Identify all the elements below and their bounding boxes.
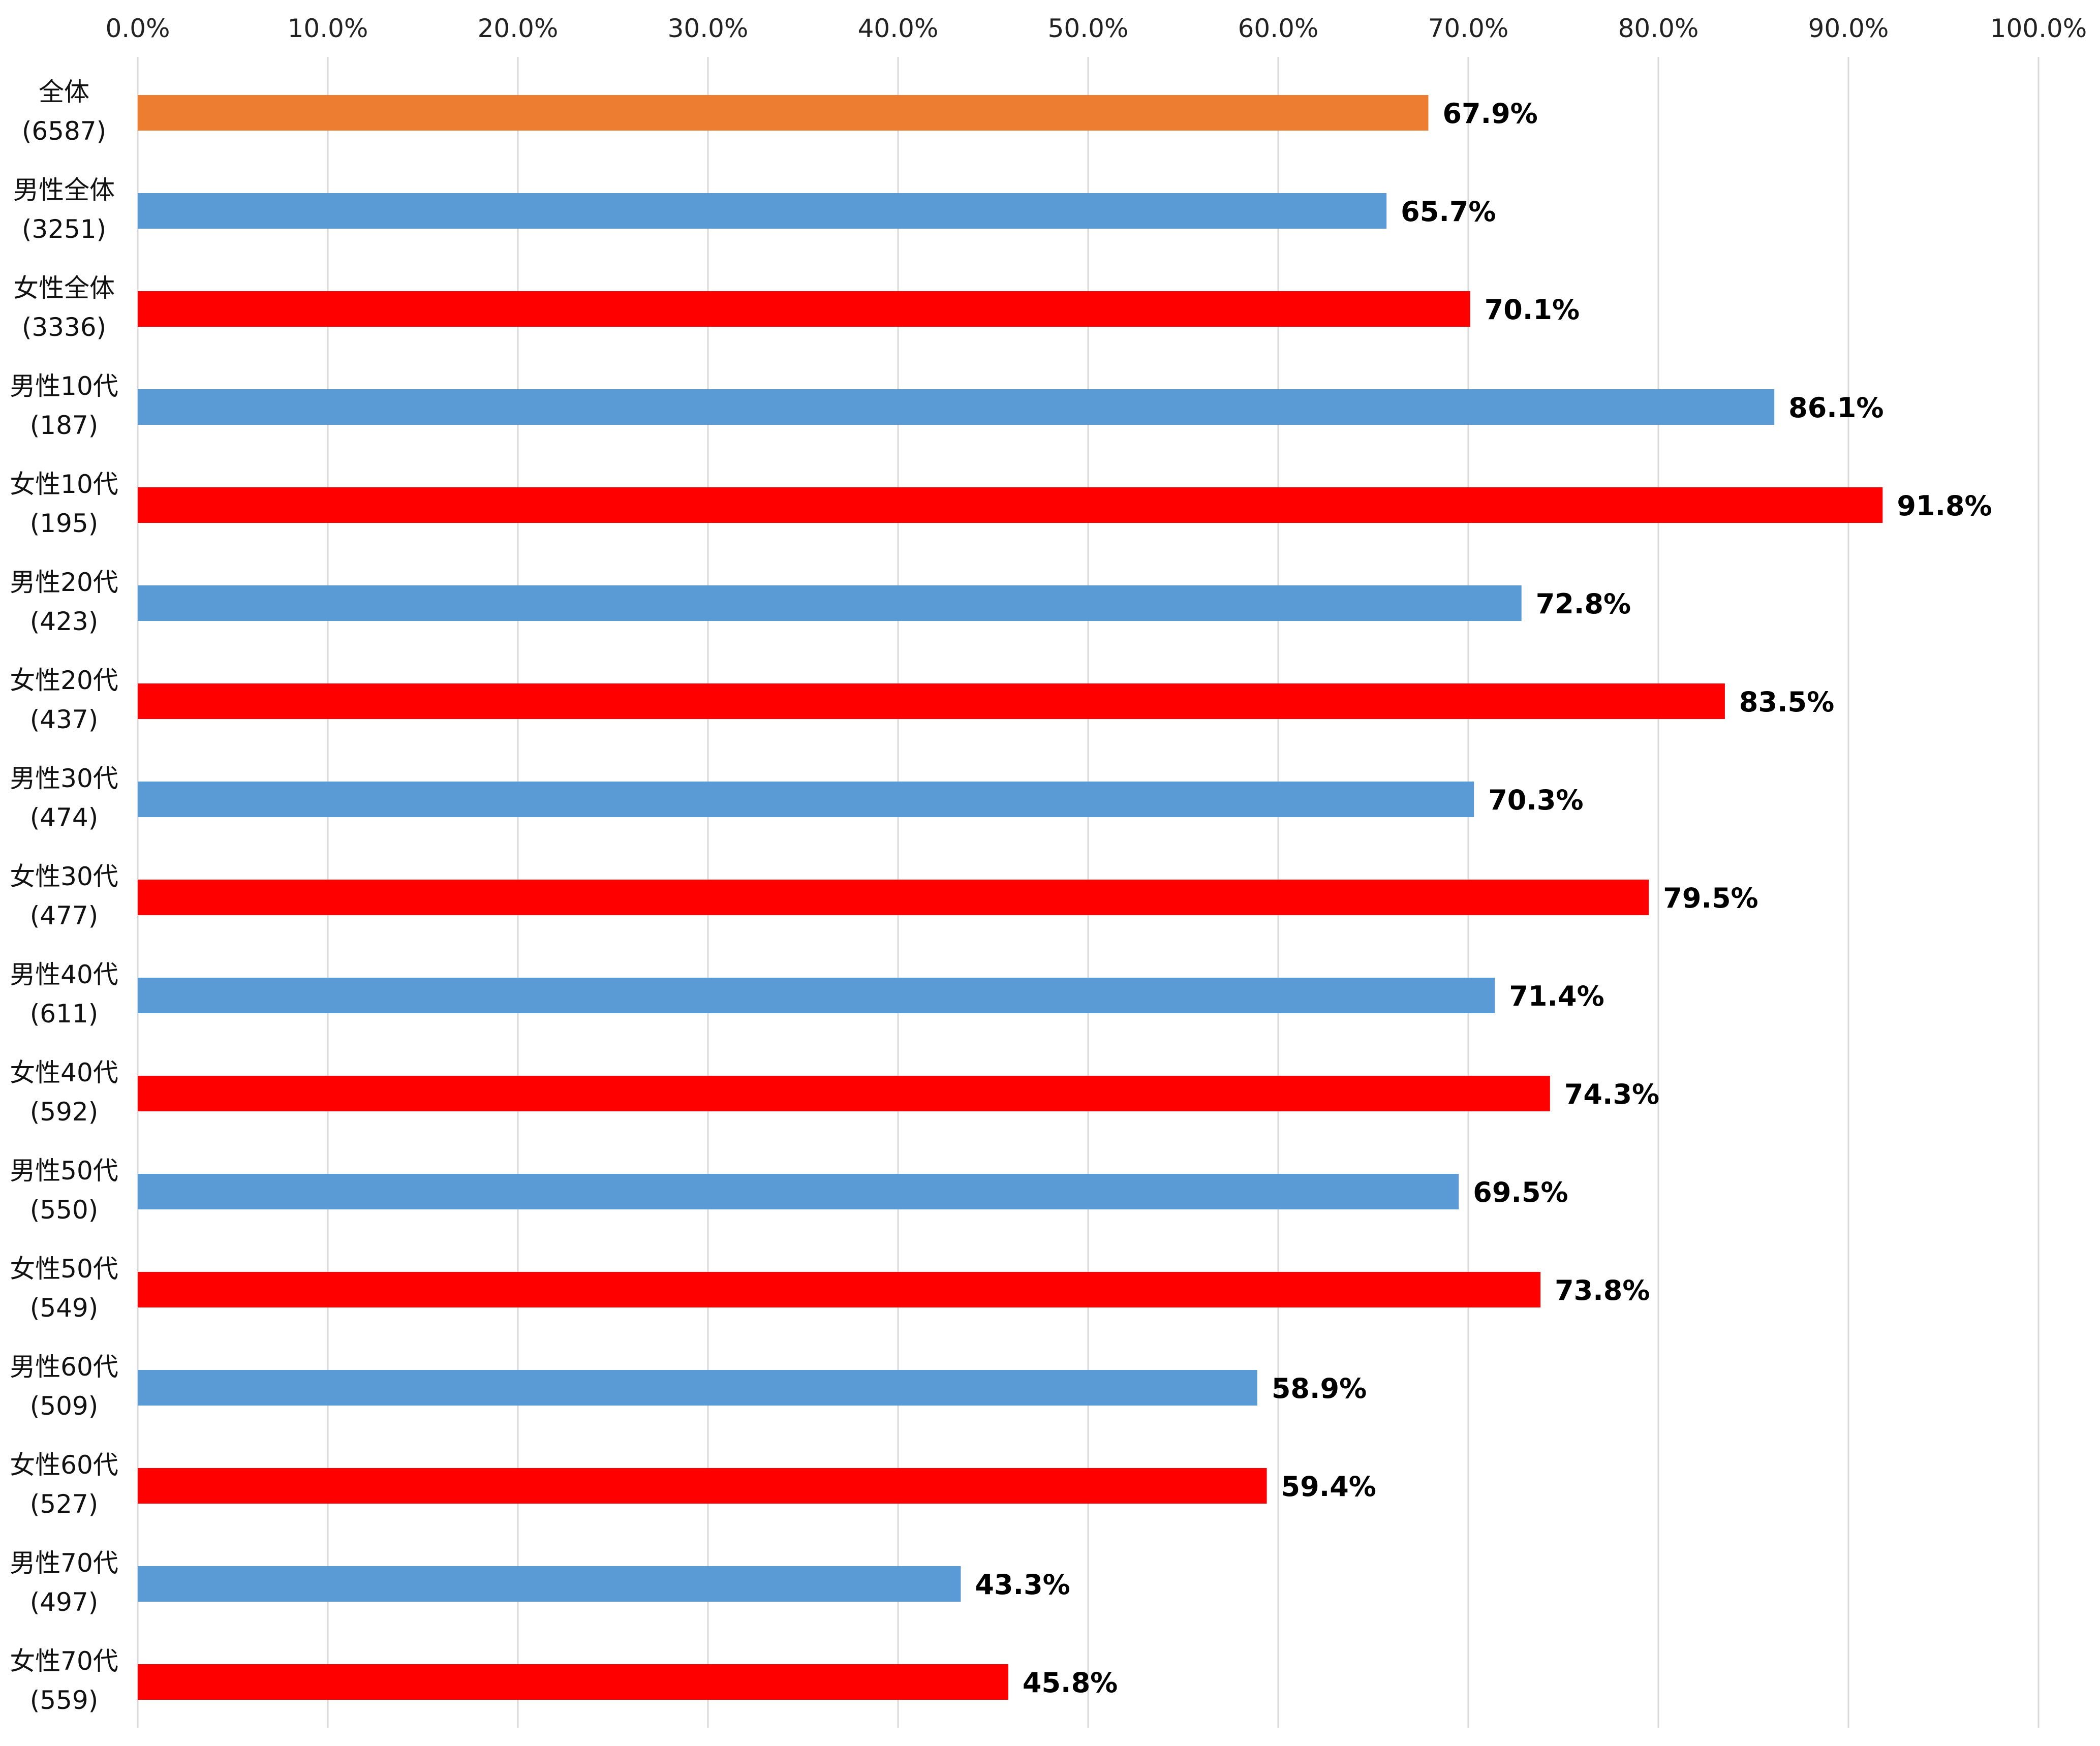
data-label: 83.5% bbox=[1739, 686, 1834, 718]
x-tick-label: 100.0% bbox=[1990, 14, 2087, 43]
x-tick-label: 90.0% bbox=[1808, 14, 1889, 43]
category-label: 女性50代 bbox=[10, 1254, 118, 1284]
category-label: 男性60代 bbox=[10, 1352, 118, 1382]
bar bbox=[138, 782, 1474, 817]
data-label: 86.1% bbox=[1788, 392, 1883, 424]
data-label: 65.7% bbox=[1401, 196, 1496, 228]
category-sample-size: (3251) bbox=[22, 214, 106, 244]
x-tick-label: 60.0% bbox=[1238, 14, 1319, 43]
x-tick-label: 70.0% bbox=[1428, 14, 1509, 43]
data-label: 67.9% bbox=[1442, 98, 1537, 130]
category-label: 女性全体 bbox=[13, 273, 115, 303]
bar bbox=[138, 291, 1470, 327]
category-sample-size: (611) bbox=[30, 999, 98, 1028]
data-label: 43.3% bbox=[975, 1569, 1070, 1601]
bar bbox=[138, 978, 1495, 1013]
bar bbox=[138, 95, 1429, 131]
bar bbox=[138, 683, 1725, 719]
category-label: 女性60代 bbox=[10, 1450, 118, 1480]
category-label: 男性50代 bbox=[10, 1156, 118, 1186]
category-label: 女性40代 bbox=[10, 1058, 118, 1087]
data-label: 72.8% bbox=[1536, 588, 1631, 620]
x-tick-label: 40.0% bbox=[858, 14, 939, 43]
category-label: 女性10代 bbox=[10, 470, 118, 499]
category-label: 女性20代 bbox=[10, 666, 118, 695]
x-axis-tick-labels: 0.0% 10.0% 20.0% 30.0% 40.0% 50.0% 60.0% 70.0% 8… bbox=[105, 14, 2087, 43]
bar bbox=[138, 1174, 1459, 1209]
category-label: 男性全体 bbox=[13, 175, 115, 205]
data-label: 45.8% bbox=[1023, 1667, 1118, 1699]
bar bbox=[138, 880, 1649, 915]
category-label: 男性20代 bbox=[10, 568, 118, 597]
category-sample-size: (509) bbox=[30, 1391, 98, 1421]
category-label: 女性70代 bbox=[10, 1646, 118, 1676]
data-label: 69.5% bbox=[1473, 1176, 1568, 1208]
data-label: 73.8% bbox=[1555, 1274, 1650, 1306]
x-tick-label: 50.0% bbox=[1048, 14, 1129, 43]
data-label: 59.4% bbox=[1281, 1471, 1376, 1503]
bar bbox=[138, 487, 1883, 523]
category-labels: 全体 (6587) 男性全体 (3251) 女性全体 (3336) 男性10代 (187) 女性… bbox=[10, 77, 118, 1715]
bar bbox=[138, 1664, 1008, 1700]
data-label: 58.9% bbox=[1272, 1373, 1367, 1405]
category-label: 男性40代 bbox=[10, 960, 118, 989]
category-sample-size: (6587) bbox=[22, 116, 106, 146]
category-sample-size: (3336) bbox=[22, 313, 106, 342]
category-sample-size: (474) bbox=[30, 803, 98, 832]
x-tick-label: 30.0% bbox=[668, 14, 749, 43]
category-sample-size: (477) bbox=[30, 901, 98, 930]
category-label: 女性30代 bbox=[10, 862, 118, 891]
x-tick-label: 10.0% bbox=[288, 14, 368, 43]
data-label: 74.3% bbox=[1564, 1078, 1659, 1110]
x-tick-label: 0.0% bbox=[105, 14, 170, 43]
data-label: 70.3% bbox=[1488, 784, 1583, 816]
category-sample-size: (195) bbox=[30, 509, 98, 538]
category-sample-size: (550) bbox=[30, 1195, 98, 1225]
bar bbox=[138, 1370, 1257, 1406]
data-label: 70.1% bbox=[1485, 294, 1580, 326]
category-label: 全体 bbox=[39, 77, 89, 107]
data-label: 71.4% bbox=[1509, 980, 1604, 1012]
data-labels: 67.9% 65.7% 70.1% 86.1% 91.8% 72.8% 83.5% 70.3%… bbox=[975, 98, 1992, 1699]
category-label: 男性30代 bbox=[10, 764, 118, 793]
category-sample-size: (549) bbox=[30, 1293, 98, 1323]
category-sample-size: (527) bbox=[30, 1489, 98, 1519]
bar bbox=[138, 389, 1775, 425]
bar bbox=[138, 1272, 1541, 1307]
category-label: 男性70代 bbox=[10, 1548, 118, 1578]
category-label: 男性10代 bbox=[10, 371, 118, 401]
bar bbox=[138, 1468, 1267, 1504]
category-sample-size: (559) bbox=[30, 1686, 98, 1715]
x-tick-label: 80.0% bbox=[1618, 14, 1699, 43]
bar bbox=[138, 1076, 1550, 1111]
bar bbox=[138, 1566, 961, 1602]
category-sample-size: (497) bbox=[30, 1587, 98, 1617]
bar bbox=[138, 585, 1522, 621]
data-label: 79.5% bbox=[1663, 882, 1758, 914]
category-sample-size: (187) bbox=[30, 411, 98, 440]
data-label: 91.8% bbox=[1897, 490, 1992, 522]
category-sample-size: (592) bbox=[30, 1097, 98, 1127]
x-tick-label: 20.0% bbox=[478, 14, 559, 43]
category-sample-size: (423) bbox=[30, 607, 98, 636]
bars bbox=[138, 95, 1883, 1700]
bar bbox=[138, 193, 1387, 229]
category-sample-size: (437) bbox=[30, 705, 98, 734]
